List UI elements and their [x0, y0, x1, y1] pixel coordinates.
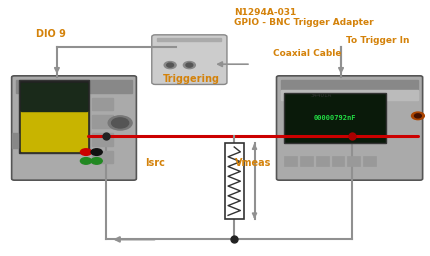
Circle shape	[91, 149, 102, 155]
Bar	[19, 80, 89, 153]
Bar	[157, 38, 221, 41]
Circle shape	[183, 61, 195, 69]
Bar	[284, 93, 386, 143]
FancyBboxPatch shape	[276, 76, 423, 180]
Bar	[300, 156, 313, 166]
Text: 00000792nF: 00000792nF	[314, 115, 356, 121]
Bar	[224, 143, 244, 219]
Circle shape	[415, 114, 421, 118]
Circle shape	[164, 61, 176, 69]
Circle shape	[80, 149, 92, 155]
Bar	[281, 90, 418, 100]
Bar	[21, 111, 87, 151]
Bar	[347, 156, 360, 166]
Text: Triggering: Triggering	[163, 74, 220, 84]
Bar	[316, 156, 329, 166]
Text: Isrc: Isrc	[145, 158, 165, 168]
Circle shape	[412, 112, 424, 120]
Bar	[92, 133, 114, 146]
Circle shape	[167, 63, 174, 67]
Text: GPIO - BNC Trigger Adapter: GPIO - BNC Trigger Adapter	[234, 18, 374, 27]
Bar	[92, 115, 114, 128]
Bar	[363, 156, 376, 166]
Circle shape	[108, 116, 132, 130]
Circle shape	[186, 63, 193, 67]
Text: To Trigger In: To Trigger In	[346, 36, 409, 45]
Text: N1294A-031: N1294A-031	[234, 8, 296, 17]
Bar	[21, 83, 87, 111]
Text: 34401A: 34401A	[311, 93, 332, 98]
Bar	[92, 98, 114, 110]
Circle shape	[112, 118, 129, 128]
Bar	[284, 156, 297, 166]
Text: Coaxial Cable: Coaxial Cable	[273, 49, 341, 58]
Bar	[16, 80, 132, 93]
Bar	[281, 80, 418, 90]
Circle shape	[80, 158, 92, 164]
Bar	[12, 133, 18, 148]
Circle shape	[91, 158, 102, 164]
Bar	[92, 151, 114, 163]
FancyBboxPatch shape	[12, 76, 136, 180]
FancyBboxPatch shape	[152, 35, 227, 84]
Bar	[332, 156, 344, 166]
Text: Vmeas: Vmeas	[235, 158, 272, 168]
Text: DIO 9: DIO 9	[36, 29, 65, 39]
